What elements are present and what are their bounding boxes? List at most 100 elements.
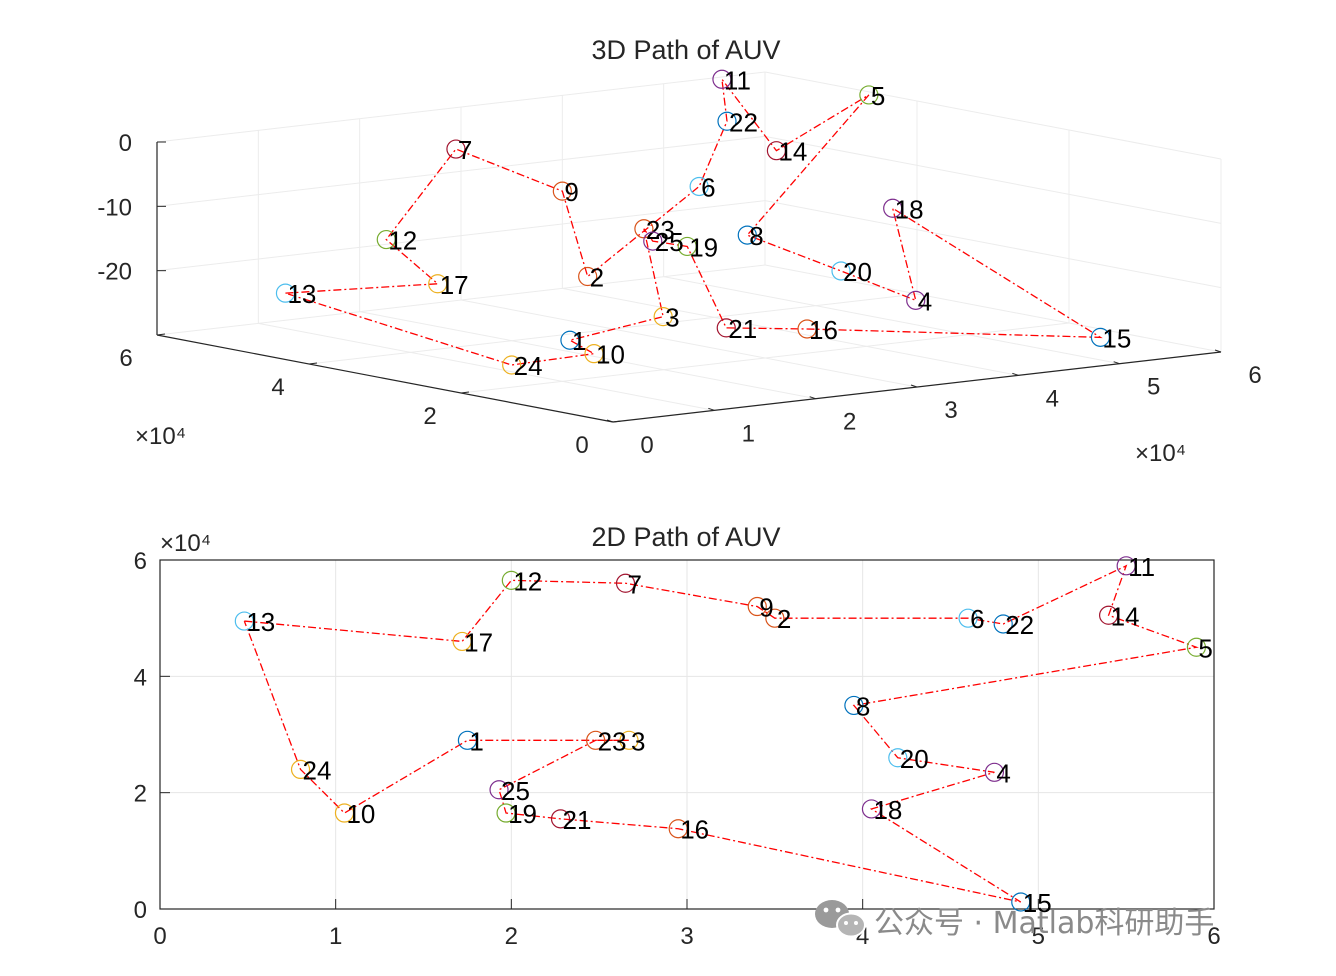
waypoint-marker-3d [712,69,732,89]
waypoint-label-3d: 24 [514,351,543,381]
waypoint-label-3d: 1 [572,326,586,356]
waypoint-marker [586,730,606,750]
waypoint-marker-3d [446,139,466,159]
tick-mark-y-3d [308,362,318,365]
y-exponent-label-2d: ×10⁴ [160,530,211,557]
tick-mark-y-3d [612,420,622,423]
waypoint-marker [489,780,509,800]
waypoint-label: 16 [680,815,709,845]
grid-line-3d [764,200,1222,289]
waypoint-label: 1 [469,726,483,756]
waypoint-marker [668,819,688,839]
y-axis-line [156,334,614,423]
tick-mark-x-3d [1214,349,1222,353]
grid-line-3d [156,71,766,143]
waypoint-marker [844,695,864,716]
path-3d [285,76,1103,366]
waypoint-label-3d: 2 [590,263,604,293]
waypoint-label: 4 [996,758,1010,788]
waypoint-marker [765,608,785,628]
waypoint-marker-3d [797,319,817,339]
x-exponent-label-3d: ×10⁴ [1135,440,1186,467]
waypoint-marker-3d [552,181,572,201]
waypoint-label: 9 [759,593,773,623]
grid-line-3d [258,322,715,411]
y-tick-label-3d: 2 [423,403,436,430]
grid-line-3d [764,135,1222,224]
x-tick-label: 1 [329,923,342,950]
tick-mark-y-3d [156,333,166,336]
waypoint-marker [984,762,1005,782]
waypoint-label: 25 [501,776,530,806]
tick-mark-x-3d [910,384,918,388]
waypoint-marker-3d [859,85,879,105]
grid-3d [156,71,1222,423]
waypoint-marker-3d [737,225,757,245]
waypoint-label: 18 [873,795,902,825]
path-line-2d [243,564,1199,903]
waypoint-label-3d: 7 [458,135,472,165]
waypoint-label-3d: 3 [665,303,679,333]
waypoint-label: 6 [970,604,984,634]
waypoint-marker-3d [643,231,663,251]
waypoint-label-3d: 12 [388,226,417,256]
waypoint-label-3d: 17 [440,270,469,300]
waypoint-label-3d: 19 [689,232,718,262]
waypoint-marker-3d [766,141,787,161]
grid-line-3d [562,287,1019,376]
tick-mark-x-3d [809,396,816,400]
waypoint-marker [958,608,978,628]
waypoint-marker-3d [689,176,709,197]
waypoint-marker [457,730,478,750]
y-exponent-label-3d: ×10⁴ [135,423,186,450]
waypoint-label-3d: 18 [895,194,924,224]
x-tick-label: 3 [680,923,693,950]
waypoint-marker [861,799,882,819]
z-tick-label-3d: -10 [97,194,132,221]
watermark-text: 公众号 · Matlab科研助手 [874,906,1214,941]
waypoint-label-3d: 23 [646,215,675,245]
waypoint-label: 5 [1198,633,1212,663]
grid-line-3d [460,299,918,388]
wechat-icon [815,900,866,938]
waypoint-label: 12 [513,566,542,596]
points-3d: 1234567891011121314151617181920212223242… [275,65,1131,381]
waypoint-label-3d: 16 [809,315,838,345]
waypoint-marker-3d [560,330,580,350]
waypoint-label-3d: 25 [655,227,684,257]
waypoint-marker [1186,637,1207,657]
waypoint-marker-3d [1090,327,1111,347]
waypoint-label-3d: 14 [778,137,807,167]
x-tick-label-3d: 5 [1147,374,1160,401]
waypoint-label: 11 [1128,552,1155,582]
grid-line-3d [663,276,1120,365]
waypoint-marker-3d [717,111,737,131]
waypoint-marker-3d [831,261,851,281]
y-tick-label: 2 [134,781,147,808]
waypoint-marker [1098,605,1119,625]
x-tick-label-3d: 0 [640,432,653,459]
waypoint-marker-3d [883,198,903,218]
waypoint-marker-3d [578,266,598,287]
x-tick-label-3d: 3 [944,397,957,424]
waypoint-marker [747,596,767,617]
waypoint-label-3d: 8 [749,221,763,251]
waypoint-label-3d: 20 [843,257,872,287]
waypoint-label-3d: 15 [1102,323,1131,353]
waypoint-label-3d: 10 [596,340,625,370]
x-tick-label-3d: 6 [1248,362,1261,389]
waypoint-label: 10 [346,799,375,829]
waypoint-label: 17 [464,627,493,657]
waypoint-label-3d: 4 [918,286,932,316]
waypoint-marker [1011,892,1031,912]
waypoint-marker [501,570,521,590]
waypoint-label: 15 [1023,888,1052,918]
waypoint-marker-3d [275,283,296,303]
y-tick-label: 0 [134,897,147,924]
y-tick-label: 6 [134,548,147,575]
watermark: 公众号 · Matlab科研助手 [815,900,1214,941]
